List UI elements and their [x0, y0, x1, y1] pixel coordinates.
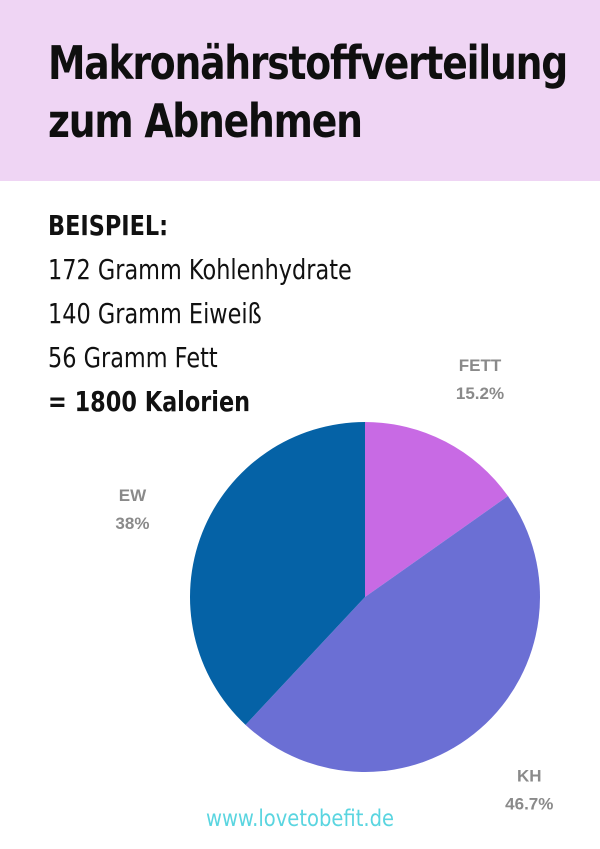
pie-slice-fett — [365, 422, 508, 597]
footer-url[interactable]: www.lovetobefit.de — [205, 806, 395, 832]
slice-label-ew: EW — [119, 486, 147, 505]
example-carbs: 172 Gramm Kohlenhydrate — [48, 253, 352, 286]
pie-slice-ew — [189, 422, 365, 725]
page-title: Makronährstoffverteilung zum Abnehmen — [48, 34, 568, 150]
title-line-2: zum Abnehmen — [48, 94, 363, 148]
slice-value-fett: 15.2% — [456, 384, 504, 403]
slice-value-ew: 38% — [115, 514, 149, 533]
slice-label-fett: FETT — [459, 356, 502, 375]
pie-slice-kh — [245, 496, 541, 773]
example-block: BEISPIEL: 172 Gramm Kohlenhydrate 140 Gr… — [48, 204, 384, 424]
slice-value-kh: 46.7% — [505, 794, 553, 813]
slice-label-kh: KH — [517, 766, 542, 785]
header-banner — [0, 0, 600, 181]
example-total: = 1800 Kalorien — [48, 385, 251, 418]
example-protein: 140 Gramm Eiweiß — [48, 297, 262, 330]
title-line-1: Makronährstoffverteilung — [48, 36, 568, 90]
example-heading: BEISPIEL: — [48, 209, 169, 242]
example-fat: 56 Gramm Fett — [48, 341, 218, 374]
